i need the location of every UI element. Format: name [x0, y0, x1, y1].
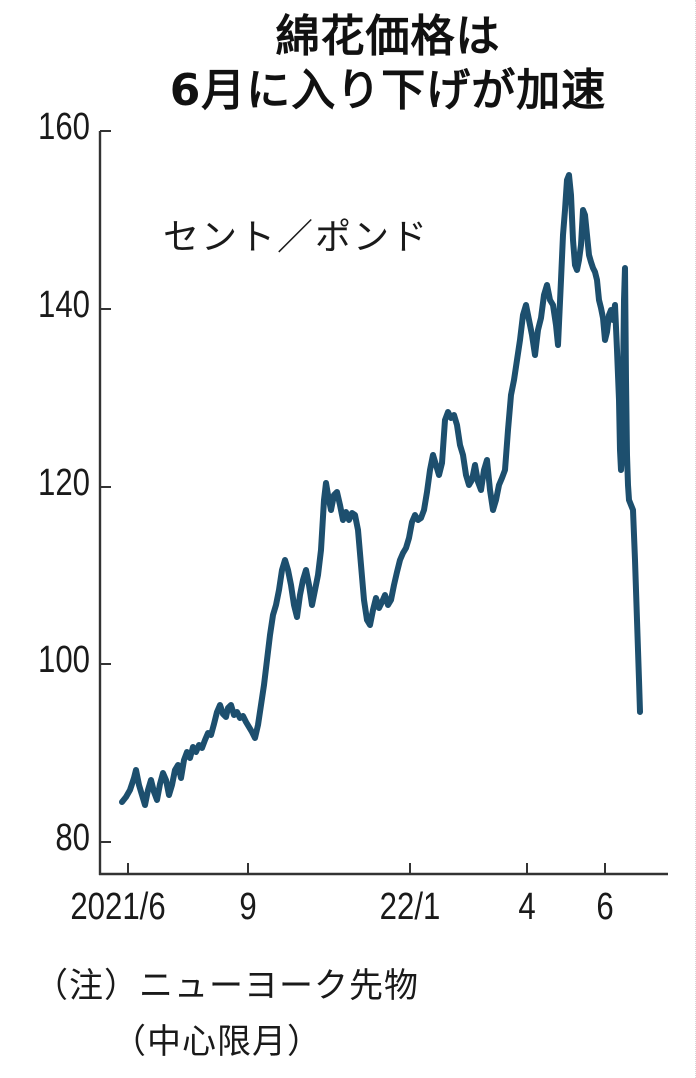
y-tick-label: 160 [38, 106, 90, 148]
x-tick-label: 4 [518, 886, 536, 928]
x-tick-label: 2021/6 [70, 886, 166, 928]
footnote-line1: （注）ニューヨーク先物 [34, 966, 419, 1006]
cotton-price-line [119, 172, 643, 808]
x-tick-label: 22/1 [379, 886, 441, 928]
y-tick-label: 100 [38, 639, 90, 681]
x-ticks [127, 863, 606, 874]
y-tick-label: 140 [38, 284, 90, 326]
y-tick-label: 80 [55, 817, 90, 859]
chart-title-line1: 綿花価格は [275, 11, 501, 62]
footnote-line2: （中心限月） [112, 1022, 322, 1062]
x-tick-label: 9 [239, 886, 257, 928]
x-tick-label: 6 [596, 886, 614, 928]
unit-label: セント／ポンド [163, 217, 430, 258]
y-tick-label: 120 [38, 462, 90, 504]
y-ticks [100, 130, 111, 843]
chart-title-line2: 6月に入り下げが加速 [169, 65, 607, 116]
